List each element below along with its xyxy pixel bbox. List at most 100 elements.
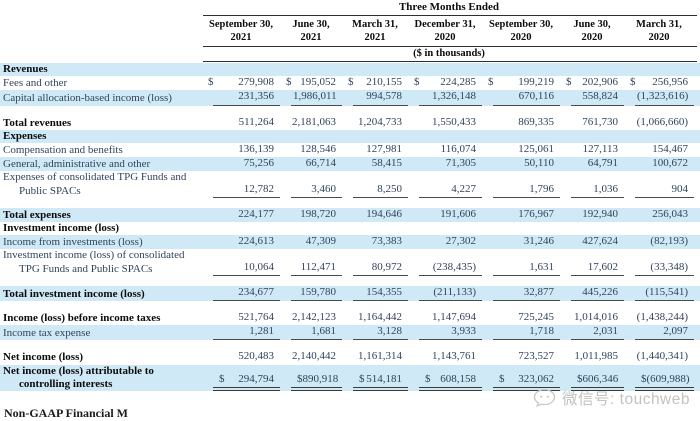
table-row: Compensation and benefits 136,139 128,546 1…	[0, 143, 700, 157]
value-text: (115,541)	[645, 285, 688, 298]
value-text: 1,011,985	[574, 350, 618, 363]
value-text: 12,782	[243, 182, 274, 195]
value-cell: 64,791	[560, 157, 624, 171]
value-cell: 71,305	[408, 157, 482, 171]
value-cell: 116,074	[408, 143, 482, 157]
value-cell: $294,794	[213, 372, 280, 392]
row-label-line1: Investment income (loss)	[3, 222, 120, 235]
value-cell: 4,227	[419, 183, 482, 198]
value-cell: 670,116	[493, 90, 560, 106]
spacer-row	[0, 340, 700, 350]
value-text: (609,988)	[646, 372, 690, 385]
value-text: 202,906	[582, 76, 618, 89]
value-cell: 2,031	[571, 325, 624, 341]
value-cell: 32,877	[493, 286, 560, 302]
value-cell: 1,681	[291, 325, 342, 341]
dollar-sign: $	[348, 76, 354, 89]
column-header: June 30, 2021	[280, 17, 342, 45]
column-header: March 31, 2021	[342, 17, 408, 45]
dollar-sign: $	[414, 76, 420, 89]
dollar-sign: $	[425, 372, 431, 385]
value-cell: 176,967	[482, 208, 560, 222]
row-label-line2: Public SPACs	[19, 184, 81, 197]
row-label: Income tax expense	[0, 327, 202, 340]
value-cell: $195,052	[280, 76, 342, 90]
value-text: 256,043	[652, 207, 688, 220]
spacer-row	[0, 106, 700, 116]
column-header: September 30, 2021	[202, 17, 280, 45]
row-label-line1: Expenses of consolidated TPG Funds and	[3, 171, 187, 184]
value-text: 192,940	[582, 207, 618, 220]
column-header-line2: 2021	[300, 31, 322, 43]
table-row: Total expenses 224,177 198,720 194,646 191,6…	[0, 207, 700, 223]
column-header-line1: March 31,	[636, 19, 682, 30]
value-cell: 1,164,442	[342, 311, 408, 325]
value-text: 608,158	[440, 372, 476, 385]
value-text: 154,355	[366, 285, 402, 298]
value-cell: 869,335	[482, 116, 560, 130]
value-text: 194,646	[366, 207, 402, 220]
value-cell: $202,906	[560, 76, 624, 90]
header-rule-top	[203, 15, 697, 16]
row-label: Investment income (loss) of consolidated…	[0, 249, 202, 275]
value-cell: 198,720	[280, 208, 342, 222]
column-header-line1: December 31,	[414, 19, 476, 30]
value-text: 2,181,063	[292, 115, 336, 128]
value-cell: 234,677	[213, 286, 280, 302]
row-label-line1: Income tax expense	[3, 327, 91, 340]
value-text: 80,972	[371, 260, 402, 273]
value-cell: 1,036	[571, 183, 624, 198]
value-cell: 154,467	[624, 143, 694, 157]
value-text: 116,074	[440, 143, 476, 156]
row-label-line1: Expenses	[3, 129, 47, 142]
column-header-line2: 2020	[510, 31, 532, 43]
dollar-sign: $	[566, 76, 572, 89]
value-text: 195,052	[300, 76, 336, 89]
row-label: Net income (loss)	[0, 351, 202, 364]
column-header-line1: March 31,	[352, 19, 398, 30]
value-text: 2,142,123	[292, 311, 336, 324]
value-cell: 1,550,433	[408, 116, 482, 130]
value-cell: 1,986,011	[291, 90, 342, 106]
dollar-sign: $	[219, 372, 225, 385]
value-text: 75,256	[243, 157, 274, 170]
value-text: 761,730	[582, 115, 618, 128]
value-cell: 159,780	[291, 285, 342, 302]
value-text: 1,143,761	[432, 350, 476, 363]
value-cell: 1,204,733	[342, 116, 408, 130]
value-cell: 427,624	[560, 235, 624, 249]
value-text: 1,681	[311, 325, 336, 338]
value-cell: $323,062	[493, 372, 560, 392]
row-label-line1: Investment income (loss) of consolidated	[3, 249, 185, 262]
value-cell: 100,672	[624, 157, 694, 171]
table-row: Fees and other $279,908 $195,052 $210,155 $2…	[0, 76, 700, 90]
value-text: 8,250	[377, 182, 402, 195]
value-cell: 521,764	[202, 311, 280, 325]
value-text: 445,226	[582, 285, 618, 298]
value-cell: 445,226	[571, 285, 624, 302]
value-text: 125,061	[518, 143, 554, 156]
row-label: Investment income (loss)	[0, 222, 202, 235]
value-text: 27,302	[445, 235, 476, 248]
value-text: 323,062	[518, 372, 554, 385]
value-text: 50,110	[524, 157, 554, 170]
value-text: 224,177	[238, 207, 274, 220]
dollar-sign: $	[641, 372, 647, 385]
value-text: 159,780	[300, 285, 336, 298]
value-text: 520,483	[238, 350, 274, 363]
row-label-line1: Compensation and benefits	[3, 144, 123, 157]
value-cell: 3,933	[419, 325, 482, 341]
row-label-line1: Income (loss) before income taxes	[3, 312, 161, 325]
value-cell: 725,245	[482, 311, 560, 325]
value-cell: 761,730	[560, 116, 624, 130]
table-row: Total revenues 511,264 2,181,063 1,204,733 1…	[0, 116, 700, 130]
dollar-sign: $	[499, 372, 505, 385]
value-text: 199,219	[518, 76, 554, 89]
column-header-line2: 2020	[581, 31, 603, 43]
table-row: Income tax expense 1,281 1,681 3,128 3,933 1,…	[0, 325, 700, 341]
value-text: 1,796	[529, 182, 554, 195]
value-text: 231,356	[238, 90, 274, 103]
value-cell: 1,631	[493, 261, 560, 276]
value-text: (1,440,341)	[636, 350, 688, 363]
value-cell: 127,981	[342, 143, 408, 157]
